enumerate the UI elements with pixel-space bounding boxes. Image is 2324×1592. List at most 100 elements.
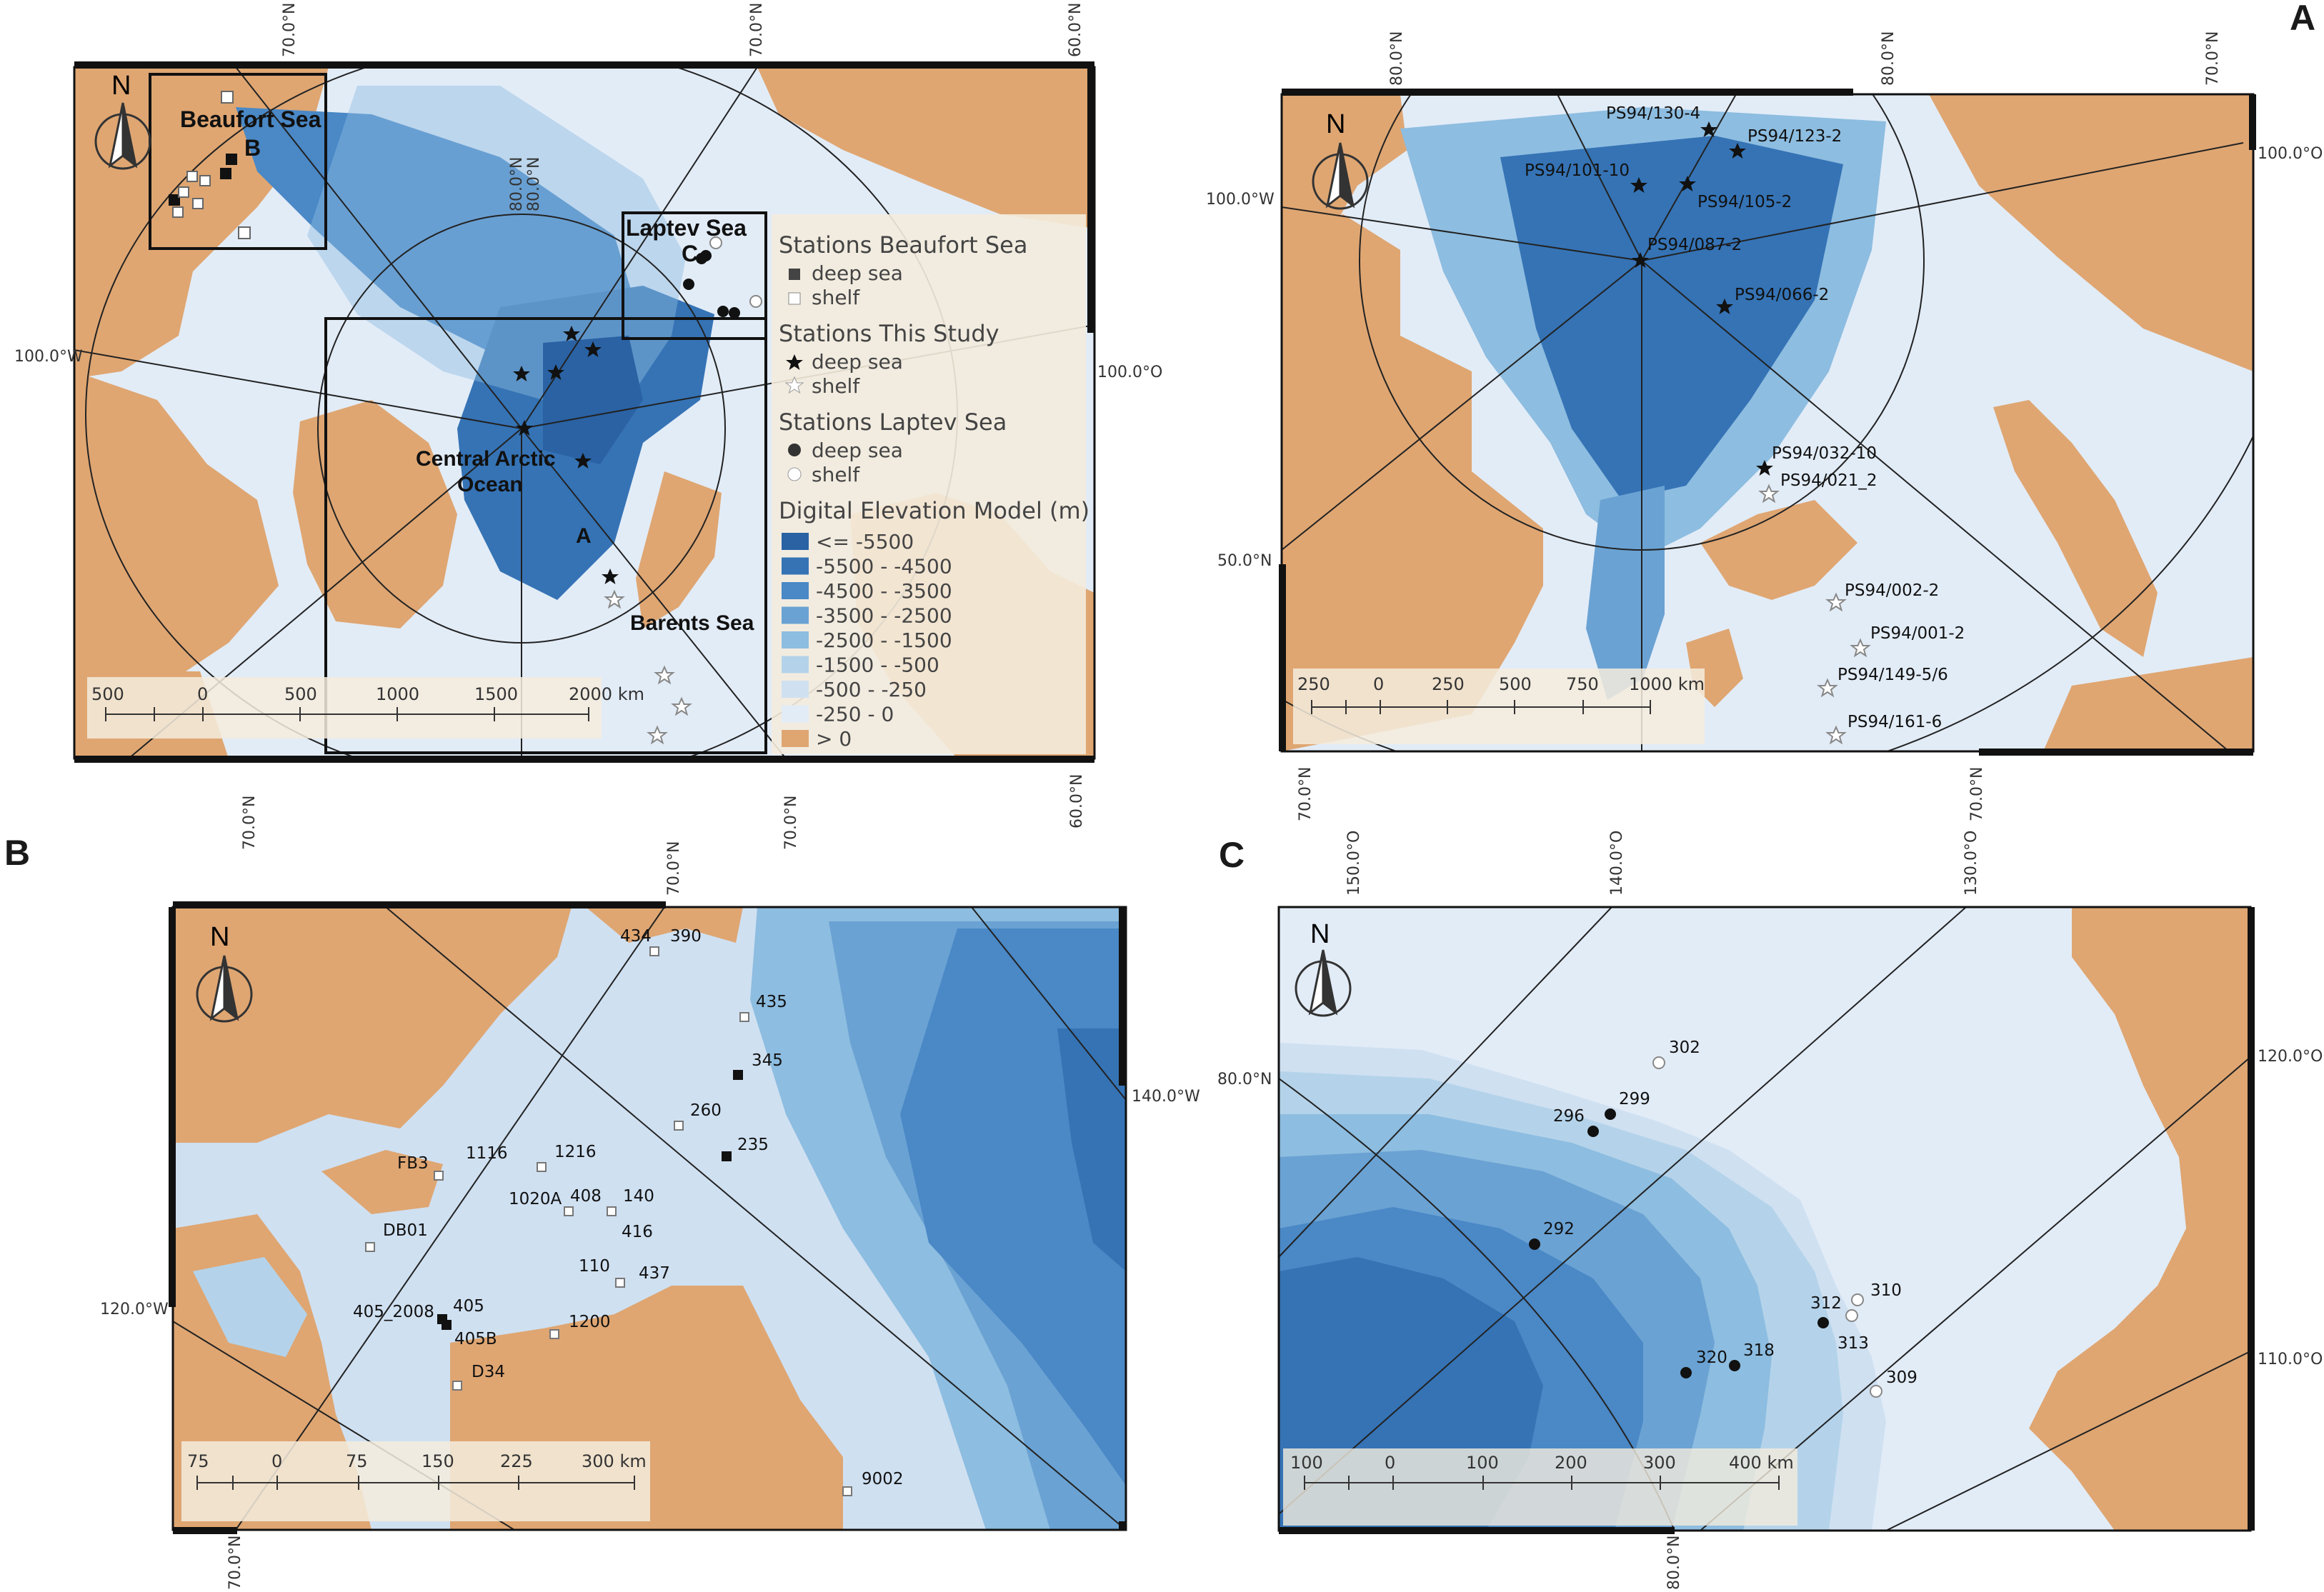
station-label: 302 [1669, 1038, 1700, 1057]
scale-tick: 400 km [1729, 1453, 1794, 1473]
coord-label: 70.0°N [2204, 31, 2222, 86]
station-label: 1216 [554, 1143, 597, 1161]
panel-a-map: N PS94/130-4 PS94/123-2 PS94/101-10 PS94… [1206, 31, 2323, 821]
scale-tick: 75 [346, 1451, 368, 1471]
land-siberia [757, 67, 1094, 229]
north-label: N [1326, 109, 1345, 139]
land-a-siberia-top [1929, 94, 2253, 371]
label-laptev: Laptev Sea [626, 215, 747, 241]
box-laptev [622, 211, 767, 340]
legend-dem-title: Digital Elevation Model (m) [779, 497, 1089, 524]
land-b-top [173, 907, 572, 1143]
panel-letter-a: A [2290, 0, 2316, 38]
station-label: 313 [1837, 1334, 1869, 1353]
station-label: 320 [1696, 1348, 1727, 1367]
land-a-left [1282, 214, 1543, 751]
scale-tick: 500 [1499, 674, 1532, 694]
deep-a-basin [1500, 136, 1843, 500]
scale-tick: 100 [1466, 1453, 1499, 1473]
coord-bot-70n: 70.0°N [241, 796, 259, 850]
box-beaufort [149, 73, 327, 250]
legend-item: shelf [812, 374, 860, 398]
dem-swatch [782, 606, 809, 624]
legend-laptev-title: Stations Laptev Sea [779, 409, 1007, 436]
station-label: 1116 [466, 1144, 508, 1163]
deep-core [543, 336, 643, 464]
coord-right-100o: 100.0°O [1097, 364, 1162, 381]
dem-swatch [782, 730, 809, 747]
dem-label: -5500 - -4500 [816, 555, 952, 579]
dem-swatch [782, 705, 809, 723]
station-label: DB01 [383, 1221, 428, 1240]
station-label: 437 [639, 1264, 670, 1283]
panel-c-stations-deep [1529, 1108, 1829, 1378]
dem-label: <= -5500 [816, 530, 914, 554]
panel-c-stations-shelf [1652, 1056, 1882, 1398]
north-label: N [210, 922, 229, 952]
laptev-stations [683, 236, 762, 319]
station-label: PS94/101-10 [1525, 161, 1630, 180]
scale-tick: 75 [187, 1451, 209, 1471]
coord-label: 150.0°O [1345, 831, 1363, 896]
coord-inner-80n-a: 80.0°N [508, 157, 526, 211]
station-label: 408 [570, 1187, 602, 1206]
coord-label: 100.0°O [2258, 145, 2323, 163]
legend-study-title: Stations This Study [779, 320, 999, 347]
dem-label: -250 - 0 [816, 703, 894, 726]
land-a-scandinavia [1700, 500, 1857, 600]
label-beaufort-letter: B [244, 135, 261, 161]
panel-c-map: N 302 299 296 292 312 310 313 320 318 30… [1217, 831, 2323, 1590]
legend: Stations Beaufort Sea Stations This Stud… [772, 214, 1089, 754]
dem-swatch [782, 582, 809, 599]
deep-a-channel [1586, 486, 1665, 700]
station-label: 140 [623, 1187, 654, 1206]
dem-label: -1500 - -500 [816, 654, 939, 677]
panel-letter-c: C [1219, 835, 1245, 875]
land-a-novaya [1993, 400, 2158, 657]
label-laptev-letter: C [682, 241, 698, 266]
scale-tick: 2000 km [569, 684, 644, 704]
station-label: PS94/130-4 [1606, 104, 1700, 123]
shelf-b-inner [193, 1257, 307, 1357]
north-label: N [1310, 919, 1330, 949]
station-label: 405_2008 [353, 1303, 434, 1321]
panel-b-map: N 434 390 435 345 260 235 [100, 841, 1200, 1590]
station-label: PS94/149-5/6 [1837, 666, 1948, 684]
station-label: 405 [453, 1297, 484, 1316]
station-label: 235 [737, 1136, 769, 1154]
station-label: 318 [1743, 1341, 1775, 1360]
scale-tick: 300 [1643, 1453, 1676, 1473]
dem-label: -500 - -250 [816, 678, 927, 701]
coord-label: 70.0°N [1297, 767, 1315, 821]
panel-letter-b: B [4, 833, 31, 873]
panel-b-stations-deep [437, 1070, 743, 1330]
station-label: 345 [752, 1051, 783, 1070]
coord-top-60n: 60.0°N [1067, 3, 1084, 57]
box-central [324, 317, 767, 754]
coord-label: 70.0°N [226, 1536, 244, 1590]
label-central-1: Central Arctic [416, 447, 556, 471]
dem-swatch [782, 656, 809, 674]
legend-beaufort-title: Stations Beaufort Sea [779, 231, 1027, 259]
coord-label: 110.0°O [2258, 1351, 2323, 1368]
panel-a-scale-bar: 250 0 250 500 750 1000 km [1293, 669, 1705, 744]
legend-item: deep sea [812, 261, 903, 285]
scale-tick: 750 [1566, 674, 1599, 694]
label-central-2: Ocean [457, 473, 523, 496]
coord-label: 80.0°N [1665, 1536, 1683, 1590]
station-label: 292 [1543, 1220, 1575, 1238]
land-svalbard [664, 504, 697, 539]
station-label: 405B [454, 1330, 497, 1348]
scale-tick: 1500 [474, 684, 518, 704]
coord-label: 140.0°W [1132, 1088, 1200, 1106]
coord-top-70n: 70.0°N [281, 3, 299, 57]
scale-tick: 0 [271, 1451, 282, 1471]
station-label: PS94/002-2 [1845, 581, 1939, 600]
station-label: 110 [579, 1257, 610, 1276]
station-label: 309 [1886, 1368, 1917, 1387]
scale-tick: 1000 km [1629, 674, 1705, 694]
station-label: 299 [1619, 1090, 1650, 1108]
station-label: 390 [670, 927, 702, 946]
station-label: PS94/021_2 [1780, 471, 1877, 490]
station-label: 1200 [569, 1313, 611, 1331]
